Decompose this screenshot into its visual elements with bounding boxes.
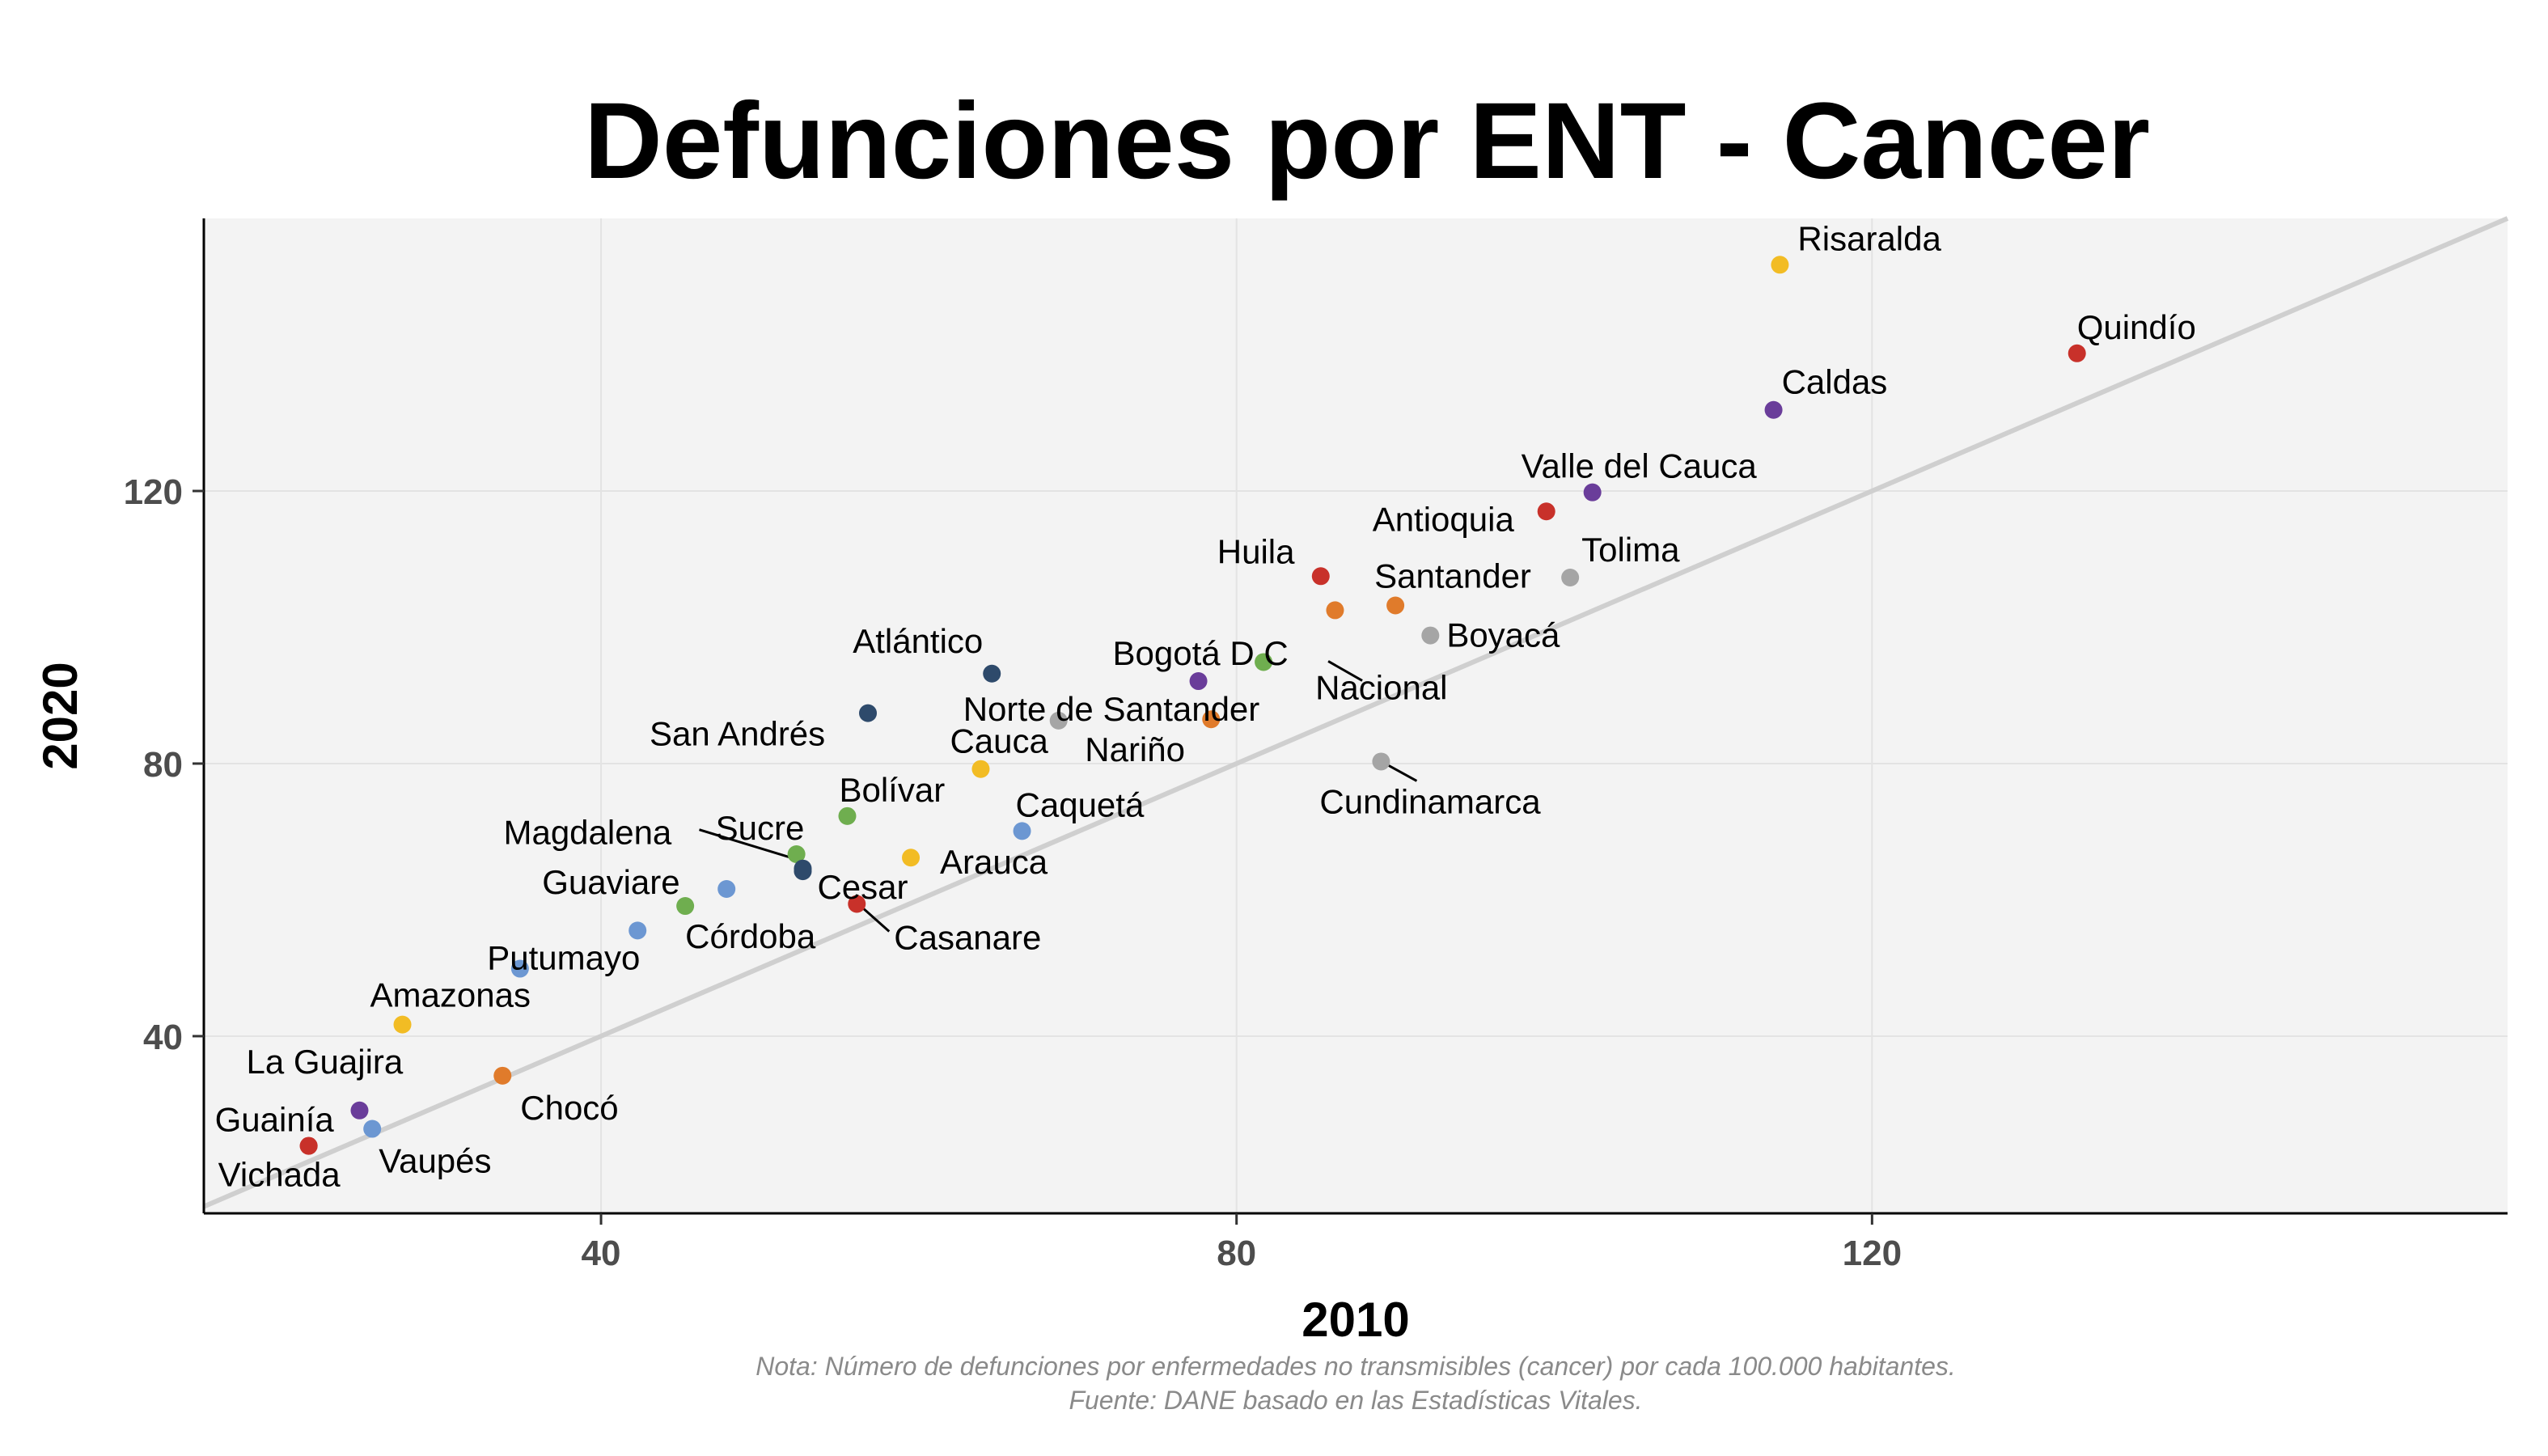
y-tick-label: 40 bbox=[143, 1018, 183, 1057]
x-tick-label: 80 bbox=[1217, 1234, 1256, 1273]
point-label-arauca: Arauca bbox=[940, 843, 1048, 881]
data-point bbox=[299, 1136, 318, 1155]
point-label-santander: Santander bbox=[1374, 557, 1531, 595]
data-point bbox=[1049, 711, 1068, 730]
data-point bbox=[848, 895, 866, 913]
data-point bbox=[1311, 567, 1330, 586]
point-label-cordoba: Córdoba bbox=[685, 917, 816, 955]
x-tick-label: 40 bbox=[582, 1234, 621, 1273]
point-label-la-guajira: La Guajira bbox=[246, 1043, 403, 1081]
data-point bbox=[1537, 502, 1555, 521]
data-point bbox=[1013, 822, 1031, 840]
point-label-magdalena: Magdalena bbox=[503, 814, 671, 852]
point-label-cundinamarca: Cundinamarca bbox=[1319, 782, 1541, 820]
data-points bbox=[299, 256, 2086, 1155]
point-label-boyaca: Boyacá bbox=[1446, 616, 1560, 654]
data-point bbox=[717, 879, 736, 898]
data-point bbox=[1372, 752, 1390, 771]
point-label-antioquia: Antioquia bbox=[1373, 500, 1515, 538]
point-label-bolivar: Bolívar bbox=[839, 771, 945, 809]
point-label-putumayo: Putumayo bbox=[487, 938, 640, 976]
data-point bbox=[1561, 568, 1580, 586]
footnote-text: Nota: Número de defunciones por enfermed… bbox=[756, 1352, 1956, 1381]
point-label-vaupes: Vaupés bbox=[379, 1142, 491, 1180]
data-point bbox=[794, 862, 812, 881]
data-point bbox=[1255, 653, 1273, 671]
point-label-cesar: Cesar bbox=[817, 868, 908, 906]
point-label-caqueta: Caquetá bbox=[1016, 785, 1145, 823]
leader-line bbox=[1383, 762, 1418, 782]
data-point bbox=[510, 959, 529, 978]
data-point bbox=[971, 760, 990, 778]
point-label-narino: Nariño bbox=[1085, 730, 1185, 768]
leader-line bbox=[1327, 660, 1363, 682]
data-point bbox=[1771, 256, 1789, 274]
point-label-sucre: Sucre bbox=[716, 809, 805, 847]
point-label-tolima: Tolima bbox=[1581, 531, 1680, 569]
leader-line bbox=[699, 828, 795, 861]
point-label-risaralda: Risaralda bbox=[1797, 219, 1941, 257]
point-label-guainia: Guainía bbox=[215, 1101, 335, 1139]
point-label-bogota-d-c: Bogotá D C bbox=[1113, 634, 1289, 672]
label-leader-lines bbox=[699, 660, 1418, 933]
grid-lines bbox=[204, 218, 2508, 1213]
point-label-choco: Chocó bbox=[520, 1089, 618, 1127]
point-labels: Risaralda Quindío Caldas Valle del CaucaAnt… bbox=[215, 219, 2196, 1193]
point-label-guaviare: Guaviare bbox=[542, 863, 679, 901]
data-point bbox=[1386, 596, 1405, 615]
data-point bbox=[787, 845, 806, 864]
source-text: Fuente: DANE basado en las Estadísticas … bbox=[1069, 1386, 1642, 1415]
point-label-norte-de-santander: Norte de Santander bbox=[963, 690, 1260, 728]
data-point bbox=[983, 664, 1001, 683]
point-label-quindio: Quindío bbox=[2077, 308, 2196, 346]
data-point bbox=[1202, 710, 1221, 729]
data-point bbox=[350, 1101, 369, 1120]
point-label-atlantico: Atlántico bbox=[853, 622, 983, 660]
data-point bbox=[676, 897, 695, 916]
chart-title: Defunciones por ENT - Cancer bbox=[584, 81, 2150, 201]
y-tick-label: 120 bbox=[124, 472, 183, 512]
x-tick-label: 120 bbox=[1843, 1234, 1902, 1273]
data-point bbox=[1326, 601, 1344, 620]
data-point bbox=[493, 1066, 512, 1085]
point-label-san-andres: San Andrés bbox=[650, 715, 825, 753]
point-label-vichada: Vichada bbox=[218, 1156, 341, 1194]
data-point bbox=[1421, 626, 1440, 645]
point-label-casanare: Casanare bbox=[894, 919, 1041, 957]
data-point bbox=[363, 1120, 382, 1138]
data-point bbox=[2068, 344, 2086, 362]
y-tick-label: 80 bbox=[143, 745, 183, 785]
point-label-amazonas: Amazonas bbox=[370, 976, 531, 1014]
point-label-caldas: Caldas bbox=[1782, 363, 1888, 401]
point-label-huila: Huila bbox=[1217, 532, 1295, 570]
reference-line bbox=[202, 216, 2509, 1209]
data-point bbox=[859, 704, 878, 722]
data-point bbox=[902, 849, 921, 867]
leader-line bbox=[859, 904, 891, 933]
data-point bbox=[838, 806, 857, 825]
x-axis-title: 2010 bbox=[1302, 1293, 1409, 1347]
data-point bbox=[629, 921, 647, 940]
data-point bbox=[1764, 400, 1783, 419]
data-point bbox=[1583, 483, 1602, 502]
point-label-cauca: Cauca bbox=[950, 722, 1048, 760]
data-point bbox=[393, 1015, 412, 1034]
data-point bbox=[1189, 672, 1208, 691]
point-label-nacional: Nacional bbox=[1315, 668, 1447, 706]
axis-ticks: 40 80 120 40 80 120 bbox=[124, 472, 1902, 1273]
point-label-valle-del-cauca: Valle del Cauca bbox=[1522, 447, 1758, 485]
y-axis-title: 2020 bbox=[33, 662, 87, 769]
